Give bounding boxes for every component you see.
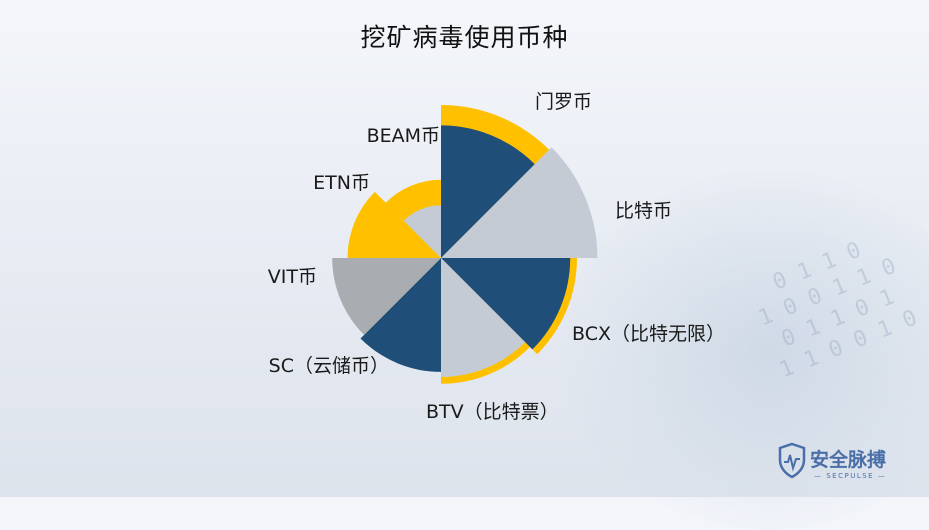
front-slice-8: [403, 205, 441, 258]
slice-label-1: 门罗币: [535, 91, 592, 113]
background-lock-graphic: [560, 170, 929, 530]
front-slice-1: [441, 125, 535, 258]
front-slice-7: [361, 201, 441, 258]
slice-label-3: BCX（比特无限）: [572, 323, 725, 345]
chart-title: 挖矿病毒使用币种: [360, 23, 569, 52]
front-slice-6: [332, 258, 441, 335]
front-slice-3: [441, 258, 571, 350]
logo-brand: 安全脉搏: [810, 448, 886, 471]
slice-label-7: ETN币: [313, 172, 370, 194]
front-slices: [332, 125, 598, 377]
slice-label-4: BTV（比特票）: [426, 401, 559, 423]
front-slice-2: [441, 147, 598, 258]
logo-sub: — SECPULSE —: [814, 472, 886, 480]
front-slice-5: [360, 258, 441, 372]
slice-label-6: VIT币: [268, 266, 317, 288]
slice-label-5: SC（云储币）: [269, 355, 389, 377]
secpulse-logo: 安全脉搏 — SECPULSE —: [778, 442, 886, 480]
slice-label-2: 比特币: [615, 200, 672, 222]
slice-label-8: BEAM币: [367, 125, 440, 147]
front-slice-4: [441, 258, 526, 377]
